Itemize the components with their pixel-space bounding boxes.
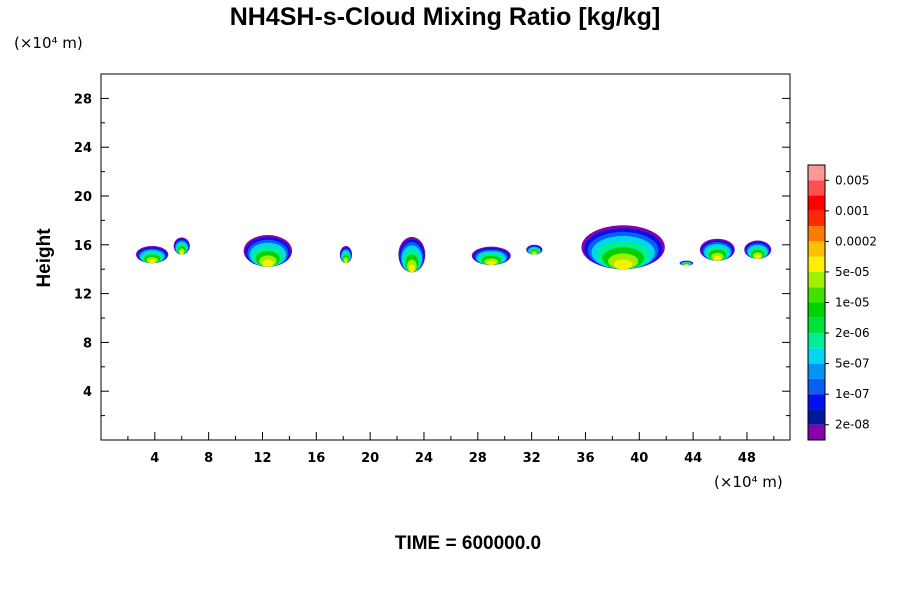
colorbar-swatch	[808, 241, 825, 257]
x-tick-label: 28	[469, 451, 487, 466]
x-tick-label: 8	[204, 451, 213, 466]
plot-frame	[100, 73, 791, 441]
y-tick-label: 24	[74, 141, 92, 156]
colorbar-level-label: 5e-05	[835, 265, 870, 279]
cloud-blob	[526, 244, 543, 255]
y-tick-label: 4	[83, 385, 92, 400]
x-tick-label: 32	[523, 451, 541, 466]
colorbar-level-label: 0.0002	[835, 234, 877, 248]
colorbar-swatch	[808, 424, 825, 440]
y-tick-label: 28	[74, 92, 92, 107]
colorbar-swatch	[808, 180, 825, 196]
y-tick-label: 20	[74, 190, 92, 205]
colorbar-swatch	[808, 195, 825, 211]
cloud-blob	[173, 237, 190, 255]
x-tick-label: 16	[307, 451, 325, 466]
colorbar-swatch	[808, 378, 825, 395]
colorbar-level-label: 2e-08	[835, 418, 870, 432]
colorbar: 2e-08 1e-07 5e-07 2e-06 1e-05 5e-05 0.0002 0.00…	[807, 164, 877, 441]
colorbar-swatch	[808, 333, 825, 349]
x-tick-label: 40	[630, 451, 648, 466]
cloud-contour	[179, 250, 184, 255]
colorbar-level-label: 2e-06	[835, 326, 870, 340]
y-axis: 4 8 12 16 20 24 28	[74, 92, 790, 417]
y-tick-label: 8	[83, 336, 92, 351]
y-tick-label: 12	[74, 288, 92, 303]
x-tick-label: 44	[684, 451, 702, 466]
x-tick-label: 12	[253, 451, 271, 466]
cloud-contour	[486, 260, 496, 265]
cloud-contour	[754, 254, 761, 259]
x-unit-label: (×10⁴ m)	[714, 473, 783, 491]
x-tick-label: 20	[361, 451, 379, 466]
x-tick-label: 36	[576, 451, 594, 466]
cloud-blob	[581, 225, 665, 270]
cloud-blob	[744, 240, 772, 259]
colorbar-swatch	[808, 287, 825, 303]
time-label: TIME = 600000.0	[395, 533, 541, 554]
colorbar-swatch	[808, 165, 825, 181]
cloud-contour	[344, 259, 348, 264]
x-tick-label: 48	[738, 451, 756, 466]
colorbar-level-label: 1e-05	[835, 296, 870, 310]
cloud-contour	[613, 259, 633, 270]
cloud-blob	[699, 238, 735, 261]
y-axis-label: Height	[34, 228, 55, 288]
colorbar-swatch	[808, 210, 825, 227]
colorbar-level-label: 0.005	[835, 173, 869, 187]
cloud-field	[135, 225, 772, 273]
x-tick-label: 4	[150, 451, 159, 466]
colorbar-swatch	[808, 271, 825, 288]
cloud-blob	[135, 246, 169, 264]
y-unit-label: (×10⁴ m)	[14, 34, 83, 52]
cloud-contour	[148, 259, 156, 264]
cloud-blob	[398, 236, 426, 273]
y-tick-label: 16	[74, 239, 92, 254]
colorbar-level-label: 5e-07	[835, 357, 870, 371]
colorbar-swatch	[808, 226, 825, 242]
cloud-blob	[243, 235, 293, 267]
colorbar-swatch	[808, 256, 825, 272]
chart-title: NH4SH-s-Cloud Mixing Ratio [kg/kg]	[230, 3, 661, 31]
colorbar-swatch	[808, 394, 825, 410]
colorbar-level-label: 0.001	[835, 204, 869, 218]
cloud-contour	[532, 252, 537, 255]
cloud-contour	[408, 264, 415, 273]
cloud-contour	[713, 255, 722, 261]
colorbar-swatch	[808, 409, 825, 425]
colorbar-swatch	[808, 348, 825, 364]
colorbar-swatch	[808, 302, 825, 318]
cloud-blob	[339, 246, 352, 264]
cloud-contour	[684, 264, 688, 266]
cloud-blob	[471, 246, 511, 265]
colorbar-swatch	[808, 317, 825, 334]
colorbar-level-label: 1e-07	[835, 387, 870, 401]
colorbar-swatch	[808, 363, 825, 379]
cloud-blob	[679, 260, 694, 266]
cloud-contour	[262, 259, 274, 267]
x-tick-label: 24	[415, 451, 433, 466]
x-axis: 4 8 12 16 20 24 28 32 36 40 44 48	[127, 432, 775, 466]
